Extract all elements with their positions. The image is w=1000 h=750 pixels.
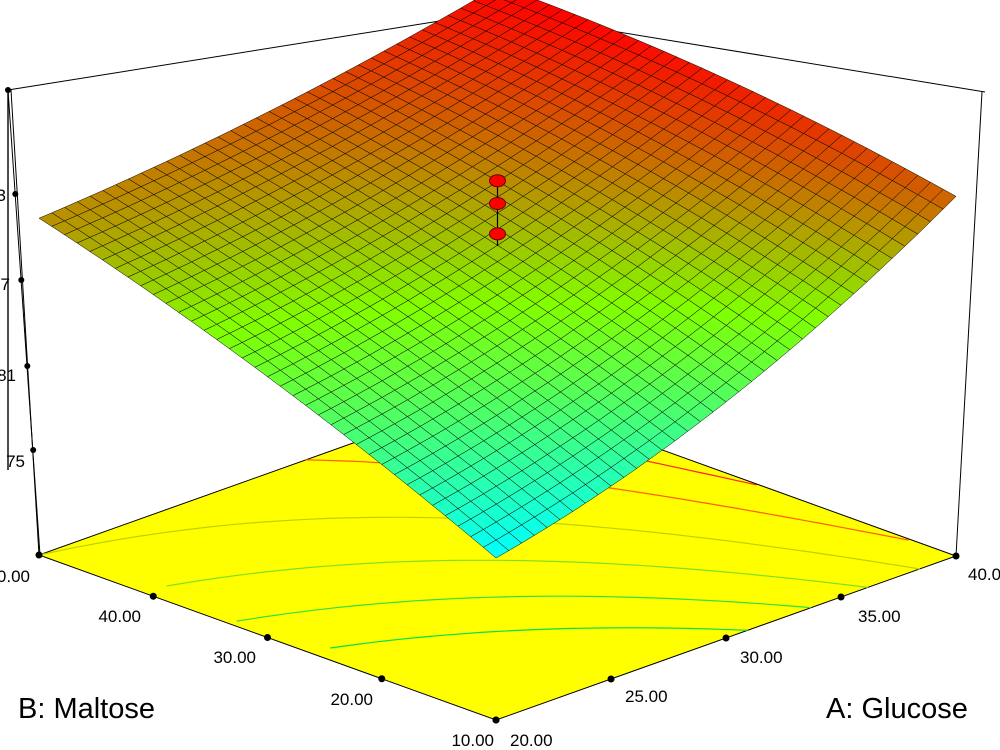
frame-edge (955, 91, 983, 557)
x-axis-title: A: Glucose (826, 693, 968, 725)
y-tick-label: 40.00 (98, 607, 141, 626)
x-axis-tick-labels: 20.00 25.00 30.00 35.00 40.00 (510, 565, 1000, 750)
axis-ticks (5, 87, 960, 724)
x-tick-label: 35.00 (858, 607, 901, 626)
y-tick-label: 50.00 (0, 567, 30, 586)
y-tick-mark (35, 551, 43, 559)
frame-edge (7, 11, 497, 91)
x-tick-label: 20.00 (510, 731, 553, 750)
frame-edge (7, 89, 41, 556)
design-point (489, 174, 506, 188)
y-tick-label: 30.00 (213, 648, 256, 667)
design-points (489, 174, 506, 246)
design-point (489, 227, 506, 241)
x-tick-label: 25.00 (625, 687, 668, 706)
z-tick-mark (18, 277, 25, 283)
y-tick-mark (492, 716, 500, 724)
y-tick-mark (378, 675, 386, 683)
x-tick-mark (837, 593, 845, 601)
z-tick-mark (24, 363, 31, 369)
contour-line (236, 595, 812, 622)
contour-line (166, 559, 868, 588)
y-tick-label: 20.00 (330, 690, 373, 709)
surface-cell (503, 0, 517, 4)
y-axis-tick-labels: 10.00 20.00 30.00 40.00 50.00 (0, 567, 494, 750)
y-tick-mark (264, 634, 271, 641)
contour-line (330, 627, 748, 649)
surface-cell (482, 539, 510, 559)
z-tick-label: 93 (0, 186, 6, 205)
y-axis-title: B: Maltose (18, 693, 155, 725)
x-tick-label: 40.00 (968, 565, 1000, 584)
y-tick-mark (149, 592, 157, 600)
z-tick-label: 75 (6, 452, 25, 471)
z-tick-mark (12, 191, 19, 197)
z-tick-label: 81 (0, 366, 16, 385)
contour-line (38, 516, 920, 570)
x-tick-label: 30.00 (740, 648, 783, 667)
z-tick-label: 87 (0, 275, 10, 294)
design-point (489, 197, 506, 210)
response-surface (38, 0, 957, 559)
z-tick-mark (30, 447, 37, 453)
z-axis-tick-labels: 75 81 87 93 (0, 186, 25, 471)
x-tick-mark (722, 634, 730, 642)
y-tick-label: 10.00 (451, 731, 494, 750)
x-tick-mark (607, 675, 615, 683)
x-tick-mark (952, 552, 960, 560)
z-tick-mark (5, 87, 11, 93)
